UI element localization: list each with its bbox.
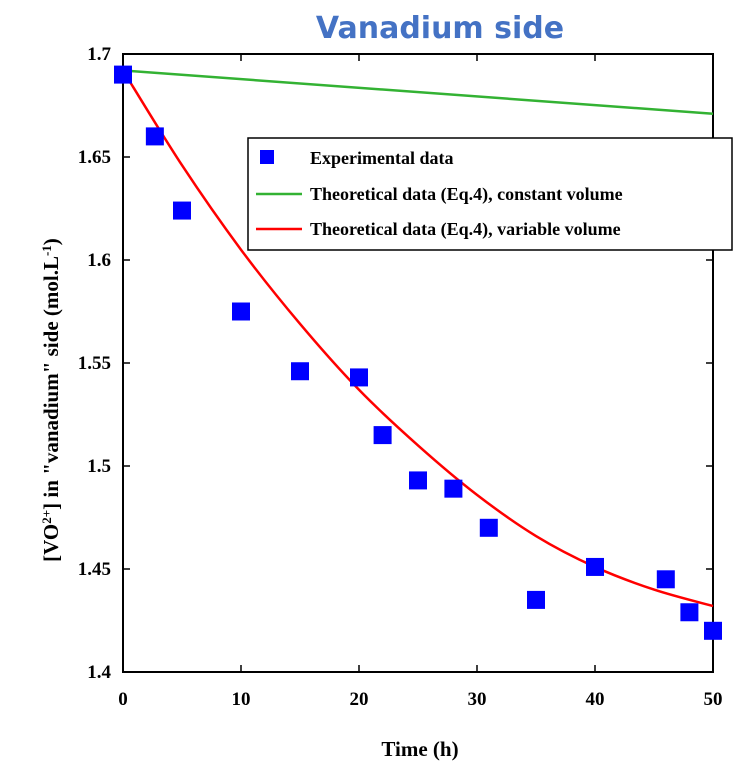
experimental-data-point xyxy=(409,471,427,490)
experimental-data-point xyxy=(479,518,498,537)
x-tick-label: 30 xyxy=(468,689,487,710)
experimental-data-point xyxy=(145,127,164,146)
legend-marker-experimental xyxy=(260,150,274,164)
experimental-data-point xyxy=(291,362,309,381)
legend-label-experimental: Experimental data xyxy=(310,148,454,168)
experimental-data-point xyxy=(704,621,722,640)
legend-box xyxy=(247,137,733,251)
x-tick-label: 40 xyxy=(586,689,605,710)
experimental-data-point xyxy=(373,426,392,445)
experimental-data-point xyxy=(656,570,675,589)
legend: Experimental data Theoretical data (Eq.4… xyxy=(247,137,733,251)
experimental-data-point xyxy=(114,65,132,84)
y-tick-label: 1.4 xyxy=(87,662,111,683)
experimental-data-point xyxy=(232,302,250,321)
x-tick-label: 20 xyxy=(350,689,369,710)
experimental-data-point xyxy=(527,590,545,609)
series-layer xyxy=(114,65,722,640)
y-axis-label: [VO2+] in "vanadium" side (mol.L-1) xyxy=(39,238,64,562)
legend-label-constant-volume: Theoretical data (Eq.4), constant volume xyxy=(310,184,623,205)
experimental-data-point xyxy=(350,368,368,387)
x-axis: 0 10 20 30 40 50 xyxy=(118,54,723,710)
y-axis-label-middle: ] in "vanadium" side (mol.L xyxy=(39,256,63,510)
y-axis-label-sup2: -1 xyxy=(39,245,54,256)
experimental-data-point xyxy=(680,603,699,622)
experimental-data-point xyxy=(173,201,191,220)
y-axis-label-prefix: [VO xyxy=(39,524,63,562)
y-axis: 1.4 1.45 1.5 1.55 1.6 1.65 1.7 xyxy=(78,44,713,683)
x-tick-label: 10 xyxy=(232,689,251,710)
legend-label-variable-volume: Theoretical data (Eq.4), variable volume xyxy=(310,219,621,240)
y-axis-label-suffix: ) xyxy=(39,238,63,245)
x-tick-label: 50 xyxy=(704,689,723,710)
experimental-data-point xyxy=(444,479,463,498)
constant-volume-line xyxy=(122,69,714,115)
x-tick-label: 0 xyxy=(118,689,128,710)
y-tick-label: 1.65 xyxy=(78,147,111,168)
y-axis-label-sup1: 2+ xyxy=(39,510,54,524)
x-axis-label: Time (h) xyxy=(381,737,458,761)
y-tick-label: 1.55 xyxy=(78,353,111,374)
experimental-data-point xyxy=(586,557,604,576)
chart-title: Vanadium side xyxy=(316,11,564,46)
y-tick-label: 1.7 xyxy=(87,44,111,65)
y-tick-label: 1.5 xyxy=(87,456,111,477)
y-tick-label: 1.45 xyxy=(78,559,111,580)
y-tick-label: 1.6 xyxy=(87,250,111,271)
